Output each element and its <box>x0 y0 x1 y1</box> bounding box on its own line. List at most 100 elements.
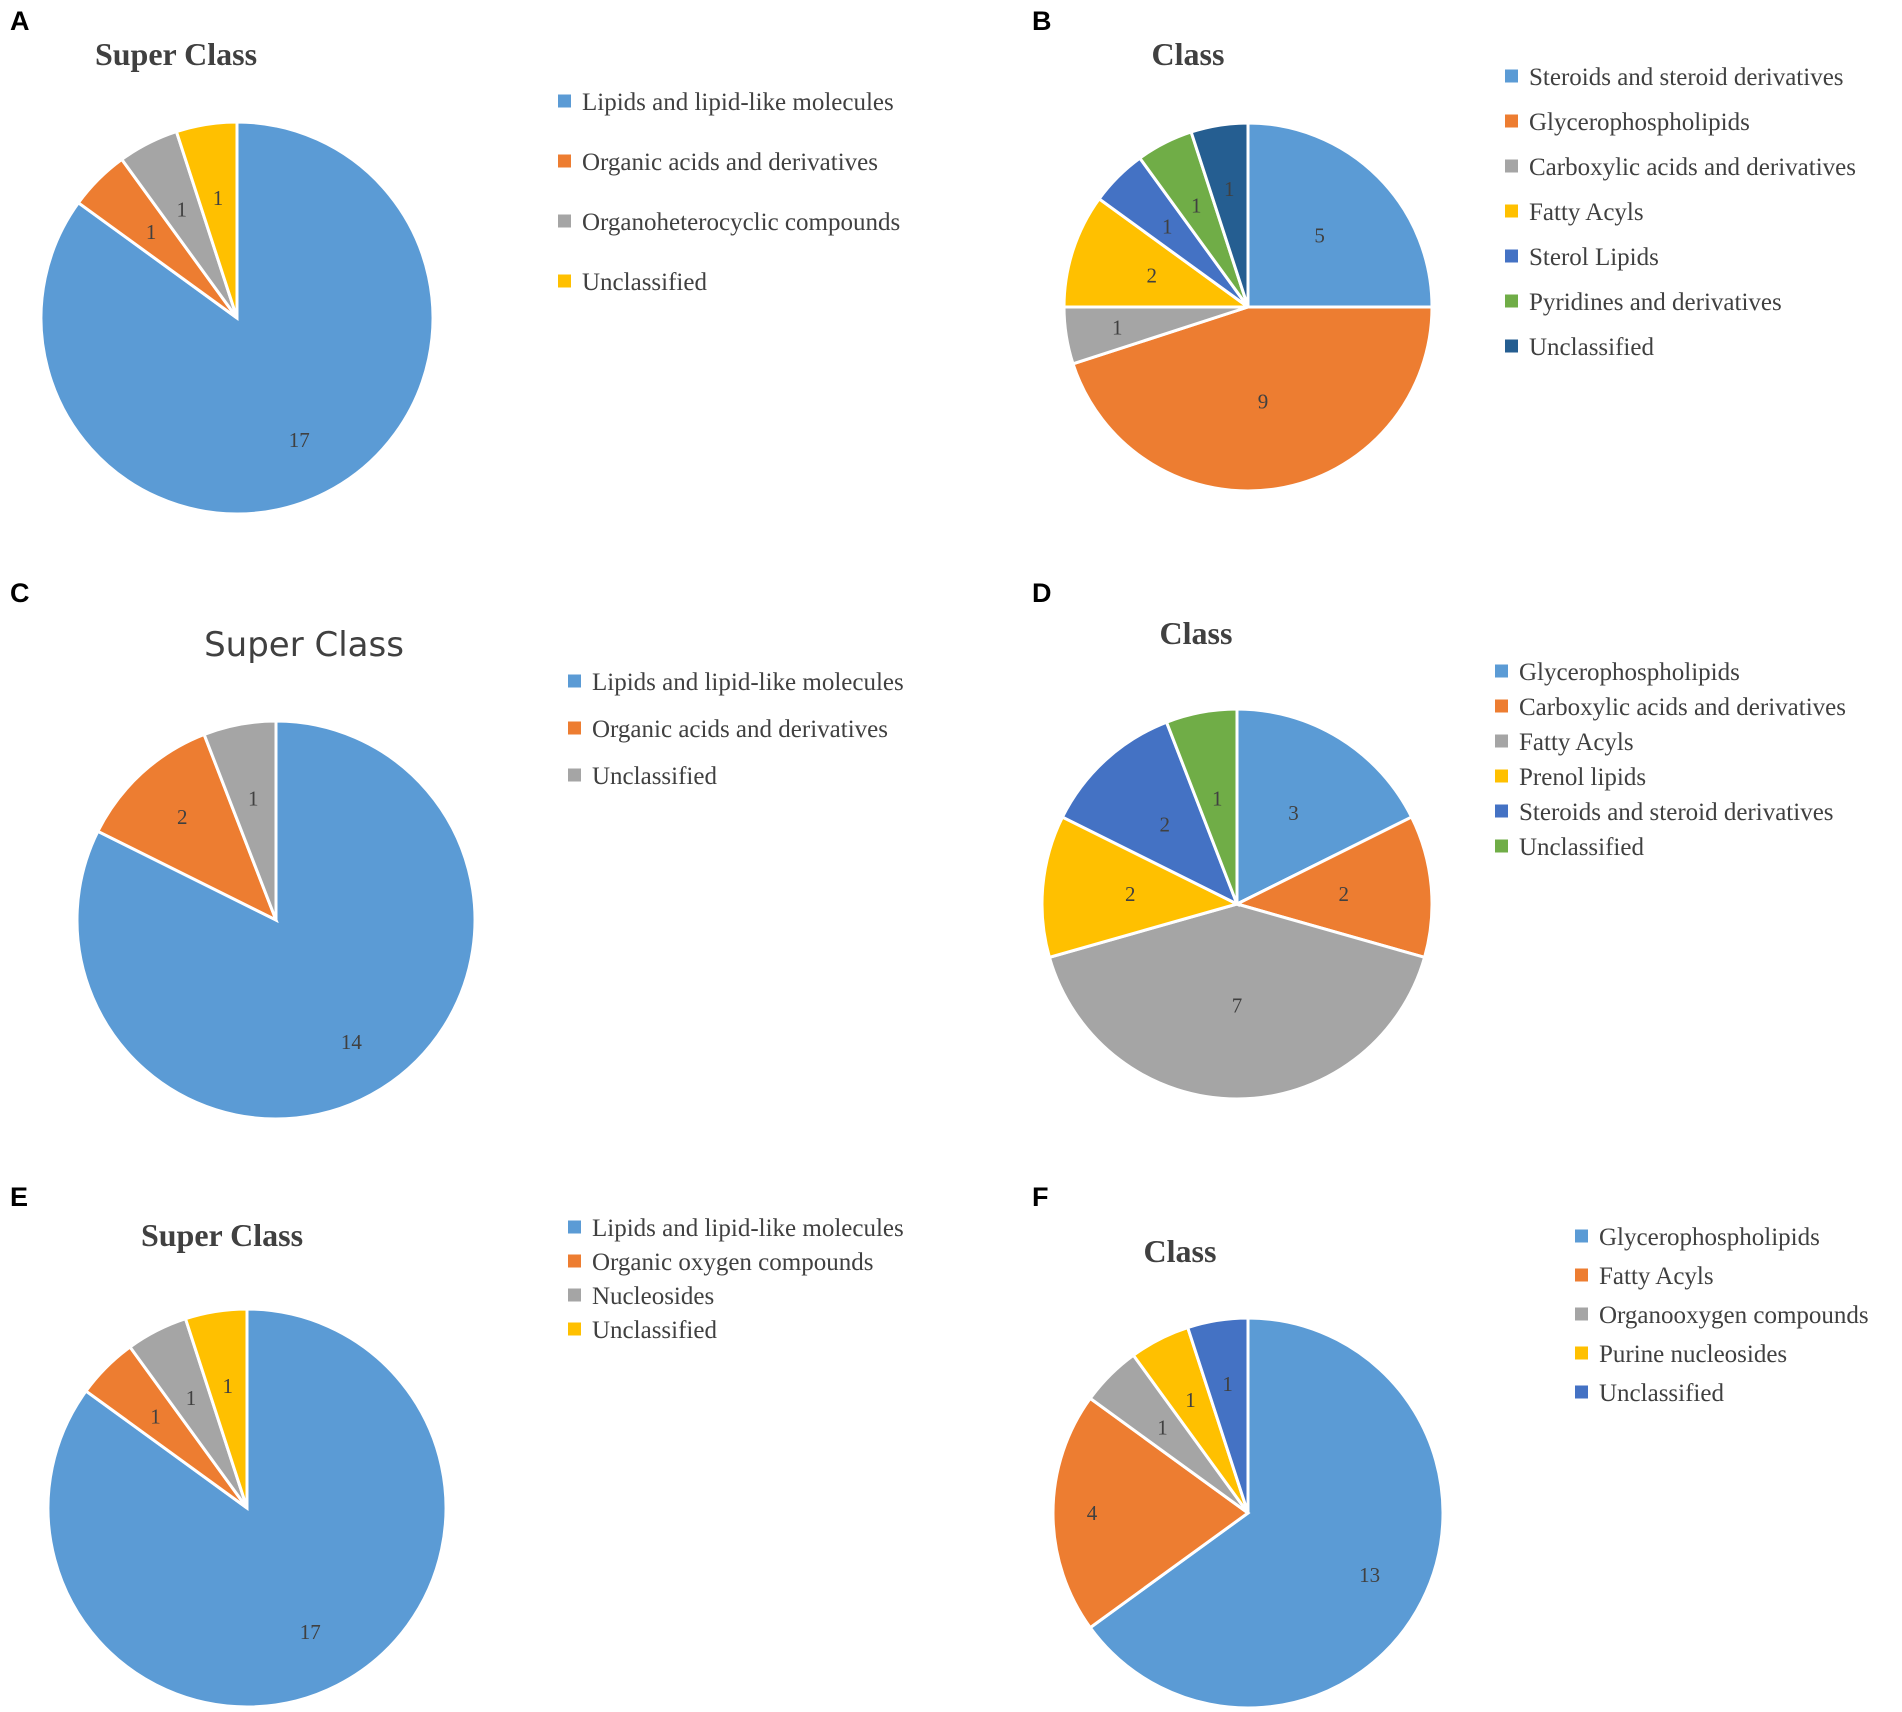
pie-slice-glycerophospholipids <box>1235 707 1414 907</box>
data-label: 4 <box>1087 1501 1098 1525</box>
legend-swatch <box>1495 734 1508 748</box>
legend-label: Prenol lipids <box>1519 764 1646 791</box>
legend-item: Prenol lipids <box>1495 764 1646 791</box>
data-label: 1 <box>1191 193 1202 217</box>
pie-slice-unclassified <box>183 1307 249 1509</box>
legend-swatch <box>558 94 571 108</box>
legend-swatch <box>568 768 581 782</box>
legend-swatch <box>558 274 571 288</box>
legend-item: Carboxylic acids and derivatives <box>1505 154 1856 181</box>
legend-swatch <box>568 674 581 688</box>
legend-item: Organooxygen compounds <box>1575 1302 1869 1329</box>
data-label: 1 <box>213 186 224 210</box>
data-label: 7 <box>1232 993 1243 1017</box>
legend-label: Lipids and lipid-like molecules <box>592 669 904 696</box>
pie-slices <box>39 120 435 516</box>
legend-label: Organic oxygen compounds <box>592 1249 873 1276</box>
pie-slices <box>46 1307 448 1709</box>
legend-swatch <box>1495 664 1508 678</box>
legend-label: Unclassified <box>1529 334 1654 361</box>
legend-item: Unclassified <box>568 1317 717 1344</box>
legend-label: Glycerophospholipids <box>1519 659 1740 686</box>
legend-label: Steroids and steroid derivatives <box>1529 64 1844 91</box>
pie-slice-unclassified <box>1185 1316 1250 1514</box>
legend-item: Lipids and lipid-like molecules <box>568 669 904 696</box>
panel-letter-c: C <box>10 578 30 608</box>
pie-slice-glycerophospholipids <box>1088 1316 1445 1710</box>
data-label: 1 <box>146 220 157 244</box>
data-label: 1 <box>1185 1388 1196 1412</box>
legend-swatch <box>568 1288 581 1302</box>
chart-title: Class <box>1152 36 1225 72</box>
legend-swatch <box>1505 294 1518 308</box>
chart-title: Class <box>1144 1233 1217 1269</box>
data-label: 1 <box>150 1405 161 1429</box>
legend-label: Sterol Lipids <box>1529 244 1659 271</box>
legend-swatch <box>558 154 571 168</box>
legend-item: Nucleosides <box>568 1283 714 1310</box>
pie-slice-fatty-acyls <box>1062 196 1253 309</box>
data-label: 5 <box>1314 223 1325 247</box>
legend-label: Organic acids and derivatives <box>582 149 878 176</box>
legend-item: Organoheterocyclic compounds <box>558 209 900 236</box>
legend-swatch <box>1495 769 1508 783</box>
legend-swatch <box>568 1254 581 1268</box>
legend: Lipids and lipid-like molecules Organic o… <box>568 1215 904 1344</box>
legend-swatch <box>1505 339 1518 353</box>
data-label: 2 <box>1147 264 1158 288</box>
legend-label: Lipids and lipid-like molecules <box>582 89 894 116</box>
data-label: 2 <box>1159 813 1170 837</box>
legend-item: Steroids and steroid derivatives <box>1505 64 1844 91</box>
legend-item: Organic oxygen compounds <box>568 1249 873 1276</box>
legend-label: Purine nucleosides <box>1599 1341 1787 1368</box>
legend-label: Unclassified <box>592 763 717 790</box>
legend-item: Unclassified <box>1575 1380 1724 1407</box>
legend-swatch <box>1505 114 1518 128</box>
pie-slices <box>1051 1316 1445 1710</box>
legend-swatch <box>1505 69 1518 83</box>
pie-panel-c: Super Class 14 2 1 Lipids and lipid-like mo… <box>75 625 904 1121</box>
pie-slices <box>75 719 477 1121</box>
data-label: 1 <box>177 198 188 222</box>
legend-swatch <box>1575 1268 1588 1282</box>
pie-slice-organic-acids-and-derivatives <box>95 732 279 924</box>
pie-slice-glycerophospholipids <box>1071 305 1434 493</box>
legend-item: Unclassified <box>558 269 707 296</box>
legend-swatch <box>1505 249 1518 263</box>
pie-slice-unclassified <box>1189 121 1250 308</box>
data-label: 1 <box>1224 177 1235 201</box>
legend-label: Fatty Acyls <box>1529 199 1644 226</box>
data-label: 1 <box>1212 787 1223 811</box>
data-label: 1 <box>1157 1416 1168 1440</box>
legend-item: Organic acids and derivatives <box>558 149 878 176</box>
pie-slice-steroids-and-steroid-derivatives <box>1246 121 1434 309</box>
legend-label: Unclassified <box>1599 1380 1724 1407</box>
legend-label: Nucleosides <box>592 1283 714 1310</box>
data-labels: 3 2 7 2 2 1 <box>1125 787 1349 1018</box>
data-label: 2 <box>177 805 188 829</box>
legend: Lipids and lipid-like molecules Organic a… <box>558 89 900 296</box>
pie-slices <box>1040 707 1434 1101</box>
legend-item: Pyridines and derivatives <box>1505 289 1782 316</box>
legend-label: Lipids and lipid-like molecules <box>592 1215 904 1242</box>
legend-item: Glycerophospholipids <box>1575 1224 1820 1251</box>
legend-label: Steroids and steroid derivatives <box>1519 799 1834 826</box>
data-labels: 14 2 1 <box>177 787 362 1054</box>
legend-label: Fatty Acyls <box>1599 1263 1714 1290</box>
data-label: 1 <box>222 1374 233 1398</box>
panel-letter-b: B <box>1032 6 1052 36</box>
legend: Steroids and steroid derivatives Glycerop… <box>1505 64 1856 361</box>
pie-slice-carboxylic-acids-and-derivatives <box>1232 815 1434 960</box>
panel-letter-e: E <box>10 1182 28 1212</box>
legend-label: Glycerophospholipids <box>1529 109 1750 136</box>
legend-label: Unclassified <box>582 269 707 296</box>
legend-label: Fatty Acyls <box>1519 729 1634 756</box>
data-label: 3 <box>1288 801 1299 825</box>
legend-label: Unclassified <box>592 1317 717 1344</box>
pie-slice-unclassified <box>1164 707 1239 905</box>
